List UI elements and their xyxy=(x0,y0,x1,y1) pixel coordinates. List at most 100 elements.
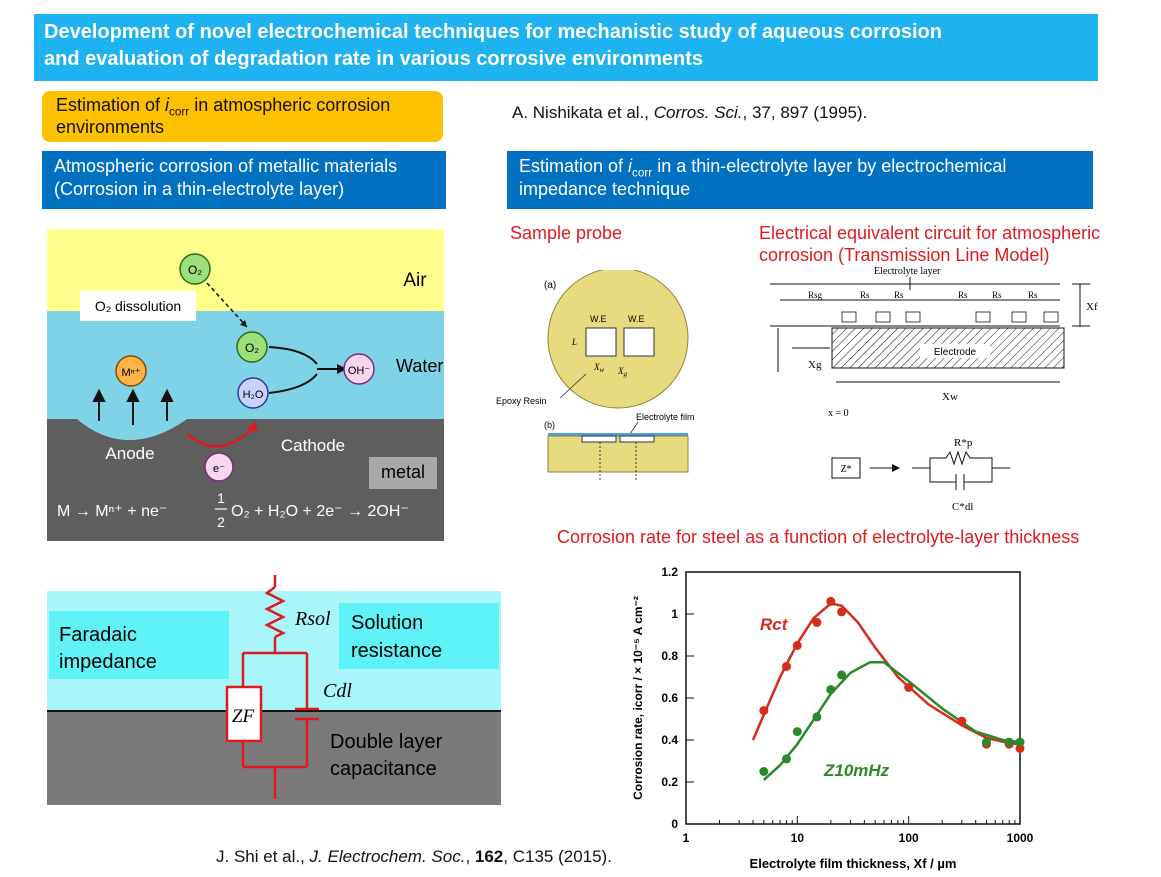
data-point-z10mhz xyxy=(759,767,769,776)
svg-text:capacitance: capacitance xyxy=(330,758,437,780)
data-point-z10mhz xyxy=(782,754,791,764)
svg-text:x = 0: x = 0 xyxy=(828,408,849,419)
svg-text:ZF: ZF xyxy=(232,706,255,727)
reference-nishikata: A. Nishikata et al., Corros. Sci., 37, 8… xyxy=(512,103,868,122)
plot-frame xyxy=(685,571,1021,825)
y-tick-label: 1 xyxy=(671,607,678,621)
data-point-rct xyxy=(904,683,914,692)
epoxy-disk xyxy=(547,270,689,409)
metal-label: metal xyxy=(381,462,425,482)
svg-text:Rs: Rs xyxy=(860,290,870,300)
y-tick-label: 0.4 xyxy=(661,733,678,747)
svg-text:Xf: Xf xyxy=(1086,301,1098,313)
rsol-label: Rsol xyxy=(294,608,331,630)
y-tick-label: 0.2 xyxy=(661,775,678,789)
svg-text:(b): (b) xyxy=(544,420,555,430)
cathode-equation: O₂ + H₂O + 2e⁻ → 2OH⁻ xyxy=(231,503,409,520)
solution-label: Solution xyxy=(351,612,423,634)
working-electrode-1 xyxy=(585,327,617,357)
equivalent-circuit-diagram: Faradaic impedance Solution resistance D… xyxy=(47,575,501,805)
working-electrode-2 xyxy=(623,327,655,357)
data-point-rct xyxy=(812,617,822,627)
circuit-label: Electrical equivalent circuit for atmosp… xyxy=(759,223,1101,265)
svg-text:W.E: W.E xyxy=(628,314,645,324)
rct-series-label: Rct xyxy=(760,615,789,634)
page-title: Development of novel electrochemical tec… xyxy=(34,14,1098,81)
z10mhz-series-label: Z10mHz xyxy=(823,761,890,780)
x-tick-label: 1 xyxy=(683,831,690,845)
z-star-box xyxy=(831,457,861,479)
svg-text:R*p: R*p xyxy=(954,437,973,449)
faradaic-impedance-element xyxy=(225,685,263,743)
svg-text:O₂: O₂ xyxy=(245,341,259,355)
svg-text:Z*: Z* xyxy=(840,464,851,475)
svg-text:Rs: Rs xyxy=(992,290,1002,300)
x-tick-label: 1000 xyxy=(1007,831,1034,845)
h2o-molecule xyxy=(237,377,269,409)
dissolution-up-arrows xyxy=(92,388,174,425)
svg-text:H₂O: H₂O xyxy=(243,389,264,401)
svg-text:impedance: impedance xyxy=(59,651,157,673)
x-tick-label: 100 xyxy=(899,831,919,845)
corrosion-rate-label: Corrosion rate for steel as a function o… xyxy=(557,527,1080,547)
svg-text:O₂: O₂ xyxy=(188,263,202,277)
data-point-z10mhz xyxy=(826,685,836,695)
sample-probe-label: Sample probe xyxy=(510,223,623,243)
svg-text:L: L xyxy=(571,337,577,347)
o2-molecule-air xyxy=(179,253,211,285)
data-point-rct xyxy=(782,662,791,671)
transmission-line-model-diagram: Electrolyte layer Xf Rsg Rs Rs Rs Rs Rs … xyxy=(770,266,1098,513)
svg-text:Xg: Xg xyxy=(617,366,628,378)
dissolution-arrow xyxy=(206,282,248,328)
metal-layer xyxy=(47,419,444,541)
electrode-block xyxy=(831,327,1065,369)
electrolyte-film-label: Electrolyte film xyxy=(636,412,695,422)
y-tick-label: 1.2 xyxy=(661,565,678,579)
svg-text:1: 1 xyxy=(217,490,225,506)
double-layer-label: Double layer xyxy=(330,731,443,753)
atmospheric-corrosion-header: Atmospheric corrosion of metallic materi… xyxy=(42,151,446,209)
svg-text:resistance: resistance xyxy=(351,640,442,662)
x-tick-label: 10 xyxy=(791,831,805,845)
epoxy-label: Epoxy Resin xyxy=(496,396,547,406)
svg-text:Rs: Rs xyxy=(894,290,904,300)
fit-curve-z10mhz xyxy=(762,661,1021,781)
air-label: Air xyxy=(403,270,427,291)
cdl-label: Cdl xyxy=(323,680,352,702)
estimation-atmospheric-box: Estimation of icorr in atmospheric corro… xyxy=(42,91,443,142)
water-layer-label: Water layer xyxy=(396,356,444,376)
svg-text:Rsg: Rsg xyxy=(808,290,823,300)
svg-text:W.E: W.E xyxy=(590,314,607,324)
data-point-rct xyxy=(837,607,847,617)
o2-dissolution-label: O₂ dissolution xyxy=(95,298,181,314)
o2-molecule-water xyxy=(236,331,268,363)
svg-text:Mⁿ⁺: Mⁿ⁺ xyxy=(122,367,141,379)
data-point-z10mhz xyxy=(792,727,802,737)
data-point-z10mhz xyxy=(812,712,822,722)
svg-text:Rs: Rs xyxy=(958,290,968,300)
data-point-rct xyxy=(759,706,769,716)
svg-text:OH⁻: OH⁻ xyxy=(348,365,371,377)
sample-probe-diagram: (a) W.E W.E L Xw Xg Epoxy Resin (b) Elec… xyxy=(496,270,695,482)
svg-text:C*dl: C*dl xyxy=(952,501,973,513)
data-point-z10mhz xyxy=(982,737,991,747)
data-point-rct xyxy=(826,596,836,606)
metal-ion xyxy=(115,355,147,387)
y-tick-label: 0.8 xyxy=(661,649,678,663)
thin-electrolyte-header: Estimation of icorr in a thin-electrolyt… xyxy=(507,151,1093,209)
data-point-rct xyxy=(792,641,802,650)
svg-text:Rs: Rs xyxy=(1028,290,1038,300)
electron xyxy=(204,452,234,482)
atmospheric-corrosion-diagram: Air O₂ dissolution metal Anode Cathode O… xyxy=(47,229,444,541)
data-point-z10mhz xyxy=(837,670,847,680)
svg-text:2: 2 xyxy=(217,514,225,530)
faradaic-label: Faradaic xyxy=(59,624,137,646)
anode-equation: M → Mⁿ⁺ + ne⁻ xyxy=(57,503,167,520)
anode-label: Anode xyxy=(105,444,154,463)
svg-text:Xw: Xw xyxy=(593,362,605,374)
svg-text:Xg: Xg xyxy=(808,359,822,371)
data-point-z10mhz xyxy=(1004,737,1014,747)
svg-text:e⁻: e⁻ xyxy=(213,463,225,475)
data-point-rct xyxy=(957,716,967,726)
y-tick-label: 0 xyxy=(671,817,678,831)
